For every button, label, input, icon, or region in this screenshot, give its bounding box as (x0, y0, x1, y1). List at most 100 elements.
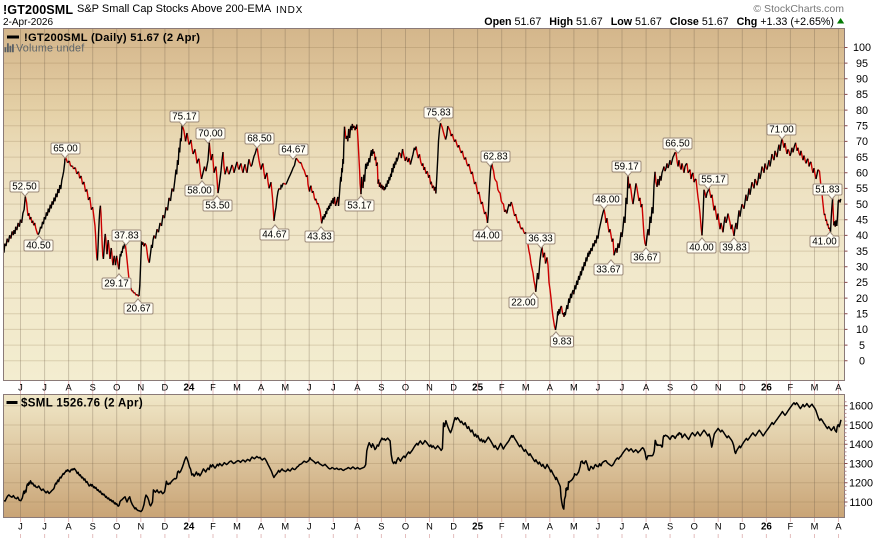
svg-text:1100: 1100 (849, 497, 872, 509)
svg-text:S: S (667, 522, 673, 532)
svg-text:A: A (65, 522, 72, 532)
svg-text:M: M (281, 383, 289, 393)
svg-text:F: F (499, 383, 505, 393)
svg-text:M: M (233, 522, 241, 532)
svg-text:S: S (90, 522, 96, 532)
svg-text:O: O (402, 383, 409, 393)
svg-text:A: A (835, 383, 842, 393)
svg-text:75.17: 75.17 (172, 112, 197, 123)
svg-text:58.00: 58.00 (187, 186, 212, 197)
svg-text:53.50: 53.50 (205, 201, 230, 212)
svg-text:24: 24 (183, 522, 194, 533)
svg-text:45: 45 (856, 215, 868, 227)
svg-text:65: 65 (856, 152, 868, 164)
svg-text:62.83: 62.83 (483, 152, 508, 163)
svg-text:J: J (331, 383, 336, 393)
svg-text:29.17: 29.17 (104, 279, 129, 290)
svg-text:70.00: 70.00 (198, 129, 223, 140)
svg-text:68.50: 68.50 (247, 134, 272, 145)
svg-text:48.00: 48.00 (595, 195, 620, 206)
svg-text:J: J (331, 522, 336, 532)
svg-text:51.83: 51.83 (815, 185, 840, 196)
svg-text:1400: 1400 (849, 439, 873, 451)
svg-text:1200: 1200 (849, 478, 873, 490)
svg-text:S: S (378, 383, 384, 393)
svg-text:36.33: 36.33 (528, 234, 553, 245)
svg-text:J: J (18, 522, 23, 532)
svg-text:50: 50 (856, 199, 868, 211)
svg-text:25: 25 (472, 383, 483, 394)
svg-text:71.00: 71.00 (769, 125, 794, 136)
svg-text:M: M (570, 522, 578, 532)
svg-text:26: 26 (761, 383, 772, 394)
svg-text:M: M (811, 522, 819, 532)
svg-text:33.67: 33.67 (596, 265, 621, 276)
svg-text:M: M (522, 522, 530, 532)
svg-text:20.67: 20.67 (126, 304, 151, 315)
svg-text:80: 80 (856, 105, 868, 117)
svg-text:64.67: 64.67 (281, 145, 306, 156)
svg-text:40.00: 40.00 (689, 243, 714, 254)
svg-text:!GT200SML (Daily) 51.67 (2 Apr: !GT200SML (Daily) 51.67 (2 Apr) (24, 32, 200, 44)
svg-text:D: D (162, 522, 169, 532)
svg-text:N: N (426, 383, 433, 393)
svg-text:A: A (258, 383, 265, 393)
svg-text:J: J (596, 383, 601, 393)
svg-text:1600: 1600 (849, 401, 873, 413)
svg-text:A: A (65, 383, 72, 393)
svg-text:A: A (354, 383, 361, 393)
svg-text:F: F (788, 522, 794, 532)
svg-text:37.83: 37.83 (114, 231, 139, 242)
svg-text:43.83: 43.83 (307, 232, 332, 243)
svg-text:N: N (426, 522, 433, 532)
svg-text:A: A (643, 522, 650, 532)
svg-text:5: 5 (859, 340, 865, 352)
svg-text:66.50: 66.50 (665, 139, 690, 150)
svg-text:22.00: 22.00 (511, 298, 536, 309)
svg-text:75.83: 75.83 (426, 108, 451, 119)
svg-text:10: 10 (856, 324, 868, 336)
svg-text:A: A (547, 383, 554, 393)
svg-text:D: D (739, 522, 746, 532)
svg-text:J: J (307, 383, 312, 393)
svg-text:55: 55 (856, 183, 868, 195)
svg-text:N: N (137, 383, 144, 393)
svg-text:J: J (42, 383, 47, 393)
svg-text:A: A (258, 522, 265, 532)
svg-text:90: 90 (856, 74, 868, 86)
svg-text:Volume undef: Volume undef (16, 42, 85, 54)
svg-text:100: 100 (853, 42, 871, 54)
svg-text:1500: 1500 (849, 420, 873, 432)
svg-text:9.83: 9.83 (552, 337, 572, 348)
svg-text:F: F (788, 383, 794, 393)
svg-text:S: S (667, 383, 673, 393)
svg-text:25: 25 (856, 277, 868, 289)
svg-text:55.17: 55.17 (701, 175, 726, 186)
svg-text:53.17: 53.17 (347, 201, 372, 212)
svg-text:44.67: 44.67 (262, 230, 287, 241)
svg-text:J: J (307, 522, 312, 532)
svg-text:D: D (162, 383, 169, 393)
svg-text:39.83: 39.83 (722, 243, 747, 254)
svg-text:N: N (715, 522, 722, 532)
svg-text:0: 0 (859, 356, 865, 368)
svg-text:J: J (620, 383, 625, 393)
svg-text:A: A (354, 522, 361, 532)
svg-text:J: J (42, 522, 47, 532)
svg-text:O: O (402, 522, 409, 532)
svg-text:$SML 1526.76 (2 Apr): $SML 1526.76 (2 Apr) (21, 398, 143, 410)
svg-text:S: S (378, 522, 384, 532)
svg-text:44.00: 44.00 (475, 231, 500, 242)
svg-text:N: N (715, 383, 722, 393)
svg-text:F: F (499, 522, 505, 532)
svg-text:85: 85 (856, 89, 868, 101)
svg-text:26: 26 (761, 522, 772, 533)
svg-text:65.00: 65.00 (53, 144, 78, 155)
svg-text:A: A (643, 383, 650, 393)
svg-text:D: D (739, 383, 746, 393)
svg-text:N: N (137, 522, 144, 532)
svg-text:70: 70 (856, 136, 868, 148)
svg-text:M: M (811, 383, 819, 393)
svg-text:75: 75 (856, 121, 868, 133)
svg-text:O: O (691, 522, 698, 532)
